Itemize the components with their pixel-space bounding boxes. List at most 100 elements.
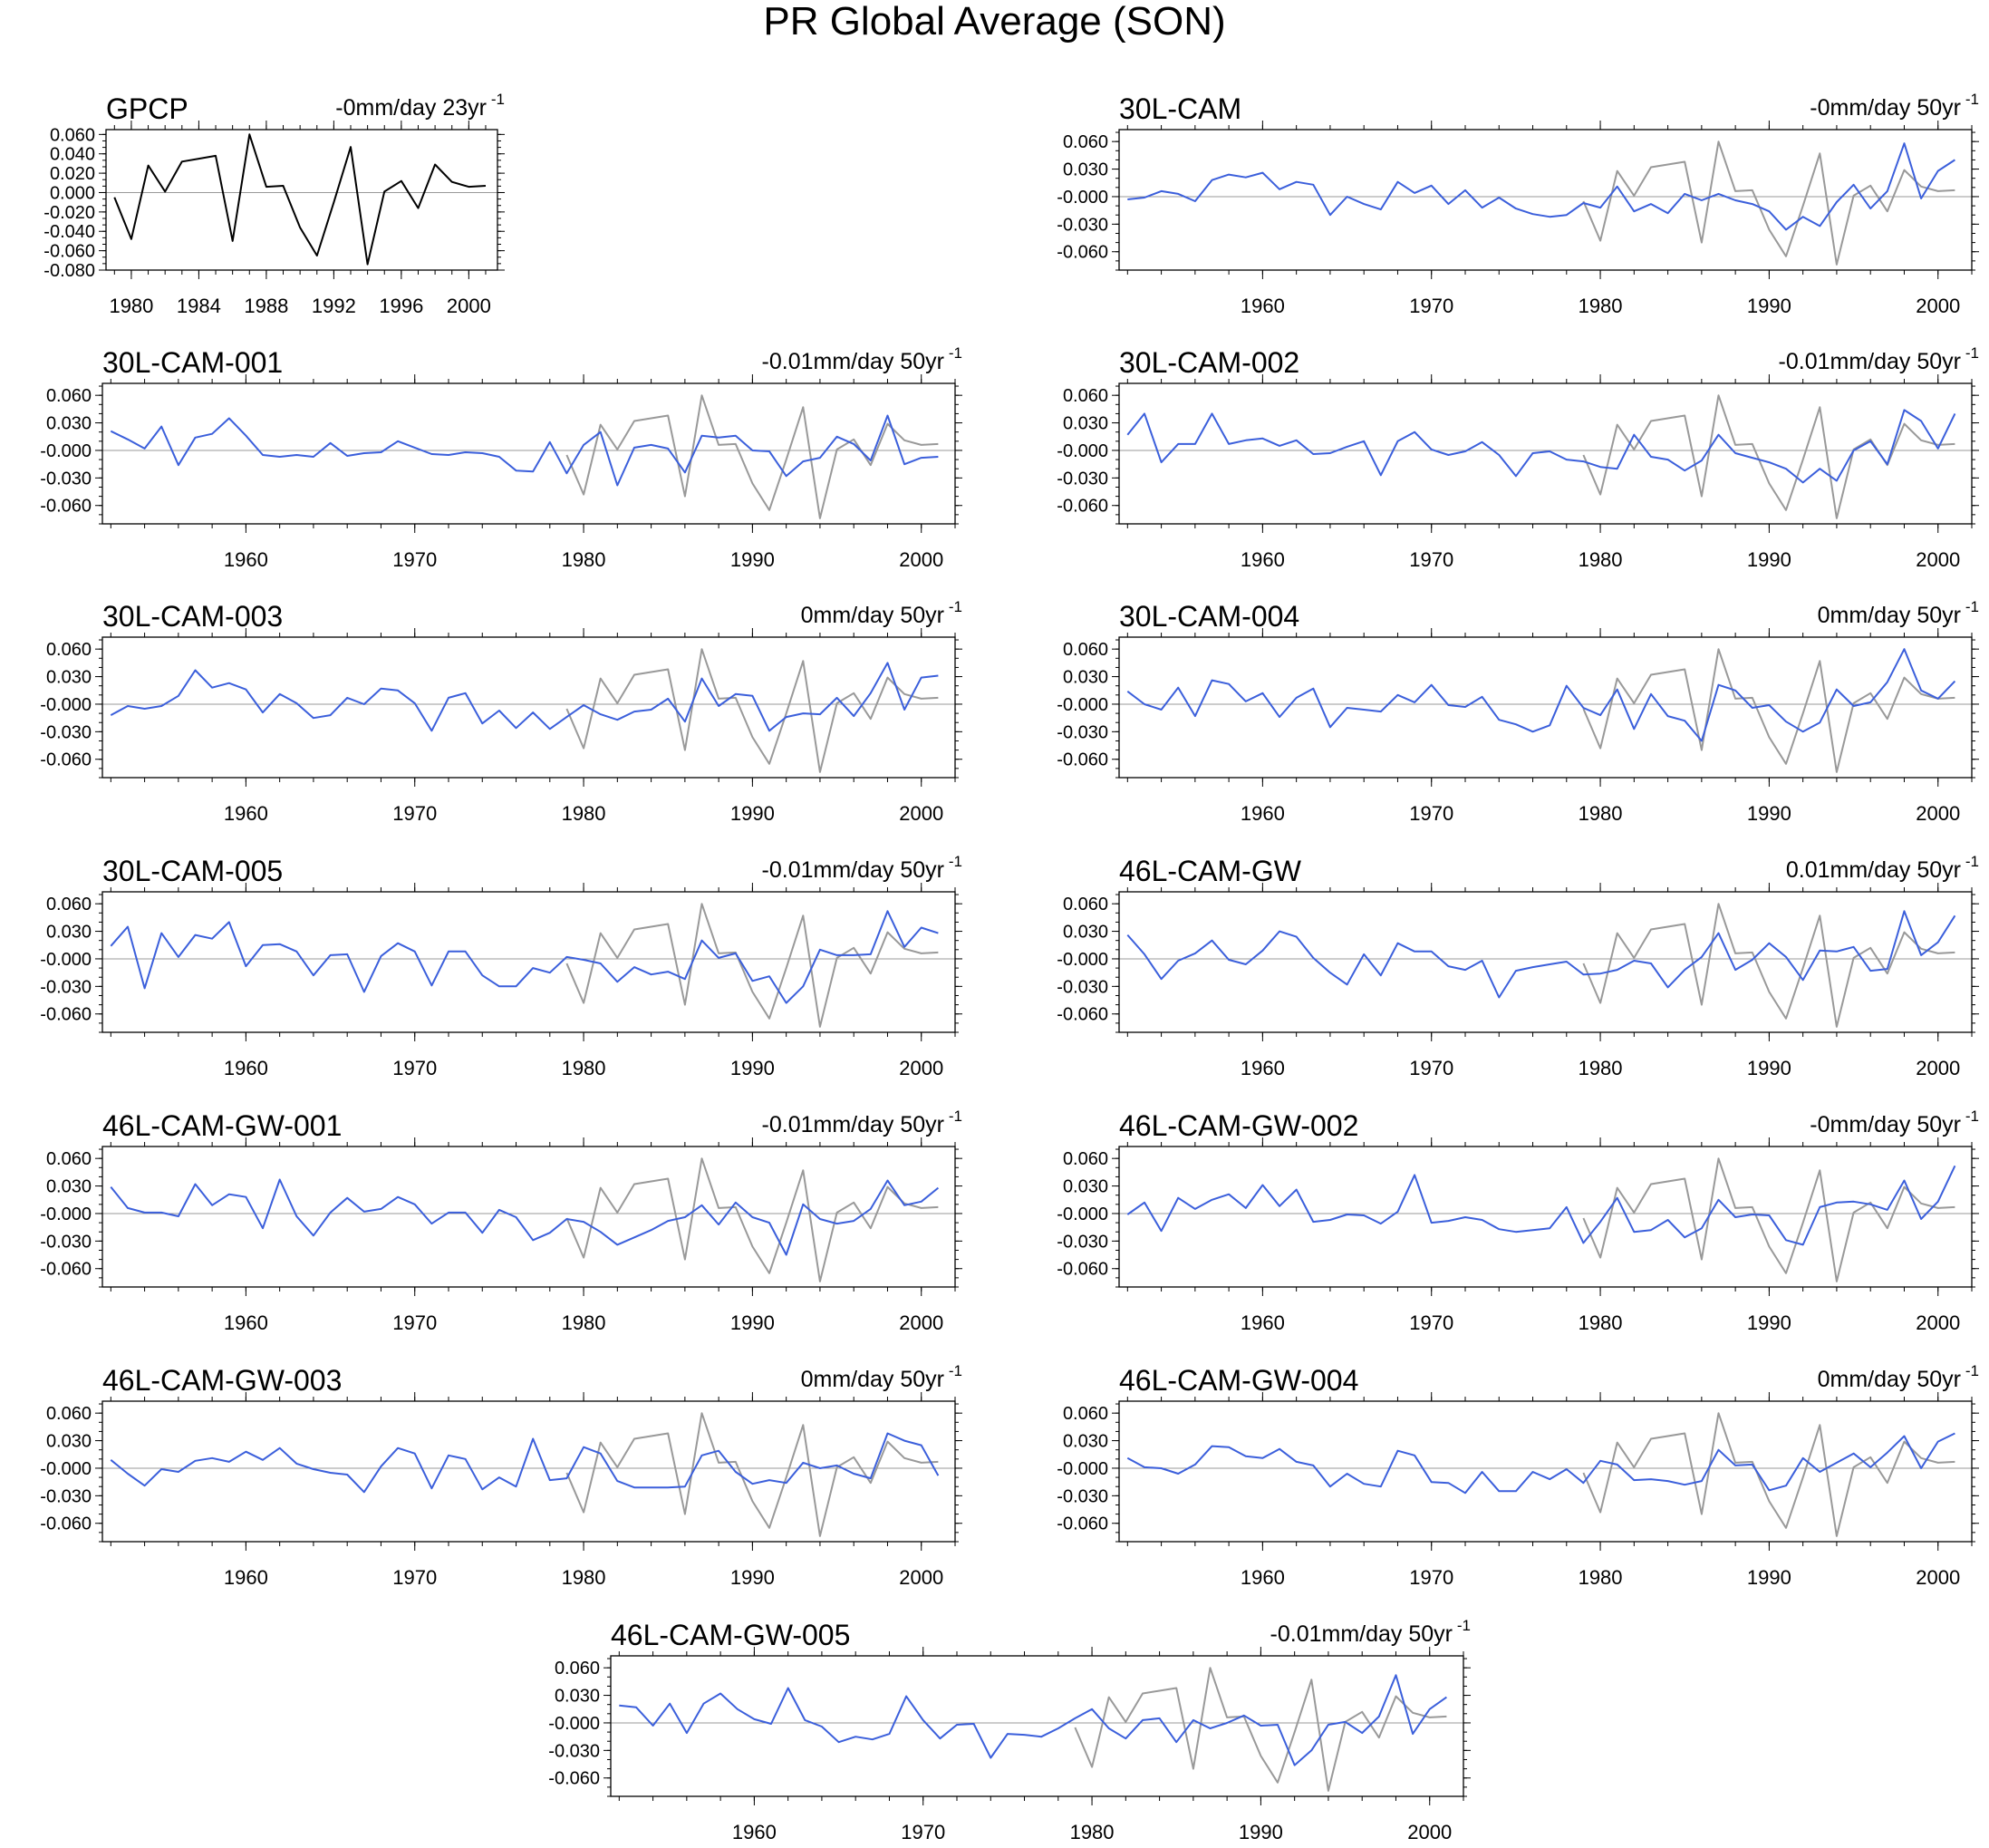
x-tick-label: 1970: [1409, 1057, 1453, 1079]
panel-title: 46L-CAM-GW-005: [611, 1619, 850, 1651]
x-tick-label: 1992: [312, 295, 356, 317]
y-tick-label: 0.060: [46, 895, 92, 914]
y-tick-label: -0.000: [40, 1459, 92, 1479]
x-tick-label: 1990: [730, 1566, 775, 1589]
series-line-gpcp: [1582, 903, 1955, 1028]
x-tick-label: 1980: [562, 802, 606, 825]
x-tick-label: 1988: [244, 295, 288, 317]
series-line-model: [1126, 648, 1956, 742]
x-tick-label: 1980: [109, 295, 153, 317]
plot-frame: [105, 129, 498, 271]
x-tick-label: 1980: [1579, 1566, 1623, 1589]
x-tick-label: 1980: [1579, 1311, 1623, 1334]
panel-title: 30L-CAM-002: [1119, 346, 1299, 379]
y-tick-label: -0.030: [40, 469, 92, 489]
panel-46L-CAM-GW-004: 46L-CAM-GW-004 0mm/day 50yr -1 0.060 0.030 -0…: [1057, 1362, 1979, 1589]
x-tick-label: 2000: [1916, 1566, 1960, 1589]
trend-label: -0.01mm/day 50yr: [762, 857, 944, 883]
y-tick-label: 0.030: [555, 1687, 600, 1707]
panel-46L-CAM-GW: 46L-CAM-GW 0.01mm/day 50yr -1 0.060 0.030 -0.…: [1057, 853, 1979, 1079]
x-tick-label: 1970: [392, 1057, 437, 1079]
y-tick-label: 0.030: [46, 923, 92, 943]
panel-30L-CAM: 30L-CAM -0mm/day 50yr -1 0.060 0.030 -0.000 -0…: [1057, 91, 1979, 317]
y-tick-label: 0.060: [46, 1149, 92, 1169]
y-tick-label: -0.060: [1057, 243, 1108, 263]
series-line-gpcp: [565, 394, 939, 519]
y-tick-label: -0.000: [40, 695, 92, 715]
series-line-model: [1126, 1432, 1955, 1495]
trend-label: -0mm/day 50yr: [1810, 1112, 1961, 1137]
y-tick-label: 0.030: [46, 1177, 92, 1197]
panel-title: 46L-CAM-GW-003: [102, 1364, 342, 1397]
plot-frame: [101, 1146, 956, 1288]
x-tick-label: 1990: [1747, 295, 1791, 317]
trend-label-exponent: -1: [1457, 1617, 1471, 1634]
panel-title: 30L-CAM-005: [102, 855, 283, 887]
y-tick-label: -0.060: [548, 1769, 600, 1789]
trend-label: 0mm/day 50yr: [1818, 1367, 1961, 1392]
page-title: PR Global Average (SON): [763, 0, 1226, 44]
y-tick-label: -0.060: [1057, 1005, 1108, 1025]
trend-label: -0mm/day 23yr: [335, 95, 487, 121]
y-tick-label: -0.030: [1057, 1232, 1108, 1252]
panel-title: 46L-CAM-GW-001: [102, 1109, 342, 1142]
y-tick-label: 0.060: [1063, 386, 1108, 406]
y-tick-label: 0.060: [46, 640, 92, 660]
plot-frame: [1118, 129, 1973, 271]
panel-title: GPCP: [106, 92, 188, 125]
x-tick-label: 1980: [562, 1311, 606, 1334]
x-tick-label: 2000: [1916, 548, 1960, 571]
y-tick-label: -0.000: [1057, 1459, 1108, 1479]
x-tick-label: 1990: [1239, 1821, 1283, 1843]
x-tick-label: 2000: [899, 1311, 943, 1334]
y-tick-label: -0.000: [1057, 441, 1108, 461]
y-tick-label: -0.060: [43, 242, 95, 262]
y-tick-label: -0.030: [1057, 215, 1108, 235]
x-tick-label: 2000: [1407, 1821, 1452, 1843]
x-tick-label: 2000: [899, 548, 943, 571]
panel-GPCP: GPCP -0mm/day 23yr -10.0600.0400.0200.000-…: [43, 91, 505, 317]
trend-label-exponent: -1: [949, 1362, 962, 1379]
plot-frame: [101, 636, 956, 779]
y-tick-label: 0.060: [555, 1659, 600, 1679]
series-line-model: [1126, 409, 1956, 484]
x-tick-label: 1960: [224, 1566, 268, 1589]
y-tick-label: -0.000: [40, 441, 92, 461]
x-tick-label: 2000: [899, 1057, 943, 1079]
panel-title: 30L-CAM-001: [102, 346, 283, 379]
y-tick-label: -0.030: [1057, 469, 1108, 489]
panel-30L-CAM-005: 30L-CAM-005 -0.01mm/day 50yr -1 0.060 0.030 -…: [40, 853, 962, 1079]
y-tick-label: 0.030: [1063, 160, 1108, 180]
x-tick-label: 1960: [1241, 1057, 1285, 1079]
x-tick-label: 2000: [1916, 802, 1960, 825]
x-tick-label: 1960: [1241, 548, 1285, 571]
x-tick-label: 1960: [224, 1057, 268, 1079]
plot-frame: [1118, 636, 1973, 779]
series-line-model: [1126, 910, 1956, 999]
y-tick-label: 0.060: [1063, 132, 1108, 152]
series-line-gpcp: [565, 1412, 939, 1537]
trend-label: -0mm/day 50yr: [1810, 95, 1961, 121]
y-tick-label: -0.030: [548, 1741, 600, 1761]
y-tick-label: 0.030: [46, 1432, 92, 1452]
y-tick-label: 0.040: [50, 145, 95, 165]
trend-label: -0.01mm/day 50yr: [762, 349, 944, 374]
y-tick-label: 0.030: [1063, 668, 1108, 688]
y-tick-label: -0.000: [1057, 1205, 1108, 1224]
series-line-gpcp: [1582, 394, 1955, 519]
trend-label-exponent: -1: [491, 91, 505, 108]
series-line-model: [1126, 1165, 1956, 1246]
y-tick-label: -0.060: [40, 750, 92, 770]
trend-label: -0.01mm/day 50yr: [762, 1112, 944, 1137]
panel-46L-CAM-GW-001: 46L-CAM-GW-001 -0.01mm/day 50yr -1 0.060 0.0…: [40, 1108, 962, 1334]
series-line-model: [110, 910, 939, 1004]
y-tick-label: -0.000: [1057, 188, 1108, 208]
y-tick-label: -0.060: [1057, 1260, 1108, 1280]
panel-30L-CAM-003: 30L-CAM-003 0mm/day 50yr -1 0.060 0.030 -0.00…: [40, 598, 962, 825]
x-tick-label: 1960: [1241, 1566, 1285, 1589]
trend-label-exponent: -1: [1965, 1362, 1979, 1379]
y-tick-label: 0.060: [1063, 640, 1108, 660]
trend-label: 0mm/day 50yr: [801, 603, 944, 628]
y-tick-label: -0.060: [40, 497, 92, 517]
y-tick-label: -0.060: [1057, 750, 1108, 770]
